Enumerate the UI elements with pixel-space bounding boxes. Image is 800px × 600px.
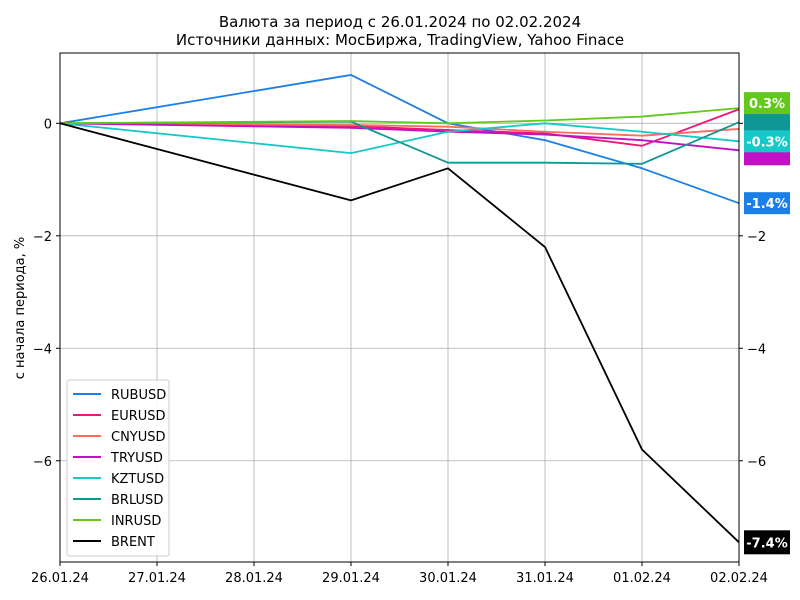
plot-frame: [59, 52, 740, 563]
y-tick-label-left: −4: [33, 342, 52, 357]
y-tick-label-left: 0: [44, 117, 52, 132]
end-label-text: -1.4%: [746, 197, 787, 212]
y-tick-label-right: −6: [747, 455, 766, 470]
end-label-text: -0.3%: [746, 135, 787, 150]
legend-entry-kztusd: KZTUSD: [73, 472, 164, 487]
x-tick-label: 30.01.24: [419, 571, 477, 586]
chart-subtitle: Источники данных: МосБиржа, TradingView,…: [176, 31, 624, 49]
end-label-brent: -7.4%: [744, 530, 790, 555]
end-label-box: [744, 192, 790, 215]
axis-ticks: 26.01.24 27.01.24 28.01.24 29.01.24 30.01.24…: [31, 117, 768, 586]
legend-label: BRLUSD: [111, 493, 163, 508]
series-line-brent: [59, 122, 740, 543]
x-tick-label: 28.01.24: [225, 571, 283, 586]
x-tick-label: 02.02.24: [710, 571, 768, 586]
legend-entry-cnyusd: CNYUSD: [73, 430, 166, 445]
end-value-labels: 0.0%0.0%-1.4%-0.3%0.3%-7.4%: [744, 92, 790, 555]
x-tick-label: 26.01.24: [31, 571, 89, 586]
legend-label: KZTUSD: [111, 472, 164, 487]
end-label-brlusd: [744, 111, 790, 134]
series-line-cnyusd: [59, 122, 740, 137]
y-tick-label-left: −6: [33, 455, 52, 470]
end-label-box: [744, 92, 790, 115]
x-tick-label: 31.01.24: [516, 571, 574, 586]
legend-box: [66, 379, 170, 557]
end-label-box: [744, 530, 790, 555]
y-tick-label-right: −2: [747, 230, 766, 245]
x-tick-label: 27.01.24: [128, 571, 186, 586]
end-label-inrusd: 0.3%: [744, 92, 790, 115]
series-line-tryusd: [59, 122, 740, 152]
series-lines: [59, 74, 740, 543]
legend-label: TRYUSD: [110, 451, 163, 466]
chart-title: Валюта за период с 26.01.2024 по 02.02.2…: [219, 13, 581, 31]
legend-entry-brent: BRENT: [73, 535, 155, 550]
legend-entry-rubusd: RUBUSD: [73, 388, 166, 403]
y-tick-label-left: −2: [33, 230, 52, 245]
legend-entry-eurusd: EURUSD: [73, 409, 166, 424]
legend-entry-tryusd: TRYUSD: [73, 451, 163, 466]
series-line-inrusd: [59, 107, 740, 125]
series-line-kztusd: [59, 122, 740, 155]
x-tick-label: 29.01.24: [322, 571, 380, 586]
y-tick-label-right: −4: [747, 342, 766, 357]
legend-entry-brlusd: BRLUSD: [73, 493, 163, 508]
legend-label: CNYUSD: [111, 430, 166, 445]
legend-label: EURUSD: [111, 409, 166, 424]
end-label-text: -7.4%: [746, 536, 787, 551]
x-tick-label: 01.02.24: [613, 571, 671, 586]
end-label-box: [744, 111, 790, 134]
legend-label: RUBUSD: [111, 388, 166, 403]
legend-entry-inrusd: INRUSD: [73, 514, 161, 529]
end-label-rubusd: -1.4%: [744, 192, 790, 215]
legend-label: BRENT: [111, 535, 155, 550]
series-line-eurusd: [59, 108, 740, 147]
end-label-text: 0.3%: [749, 97, 785, 112]
end-label-kztusd: -0.3%: [744, 130, 790, 153]
legend-label: INRUSD: [111, 514, 161, 529]
end-label-box: [744, 130, 790, 153]
legend: RUBUSD EURUSD CNYUSD TRYUSD KZTUSD BRLUSD INRU…: [66, 379, 170, 557]
y-axis-label: с начала периода, %: [13, 237, 28, 380]
